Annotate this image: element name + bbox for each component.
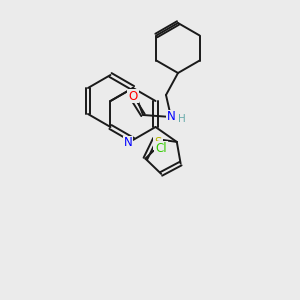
Text: H: H [178, 114, 186, 124]
Text: N: N [167, 110, 176, 124]
Text: S: S [154, 136, 162, 149]
Text: O: O [128, 89, 138, 103]
Text: N: N [124, 136, 132, 149]
Text: Cl: Cl [155, 142, 167, 155]
